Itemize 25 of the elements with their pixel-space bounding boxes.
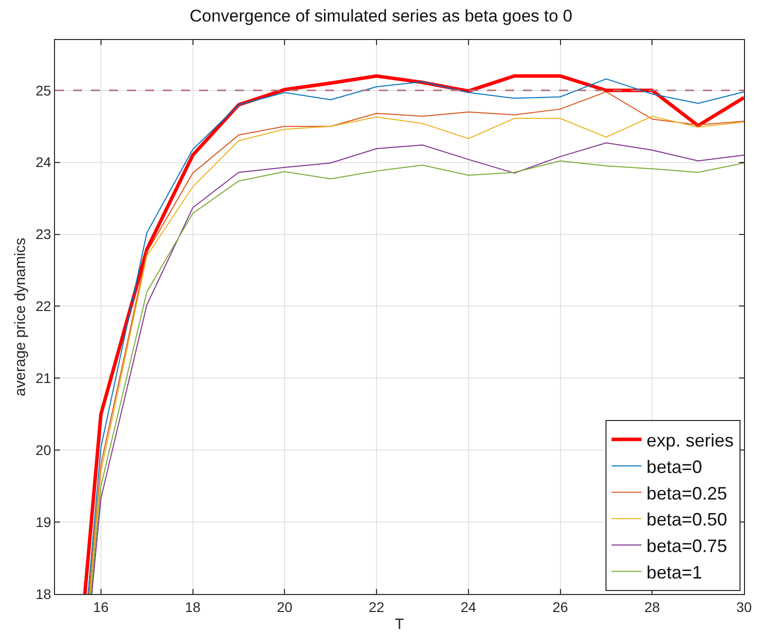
y-tick-label: 21 — [36, 370, 52, 386]
x-tick-label: 24 — [460, 598, 476, 615]
x-tick-label: 28 — [644, 598, 660, 615]
legend-label: beta=0 — [646, 456, 702, 477]
x-tick-label: 20 — [276, 598, 293, 615]
y-tick-label: 19 — [36, 514, 52, 530]
y-tick-label: 22 — [36, 298, 52, 314]
y-tick-label: 24 — [36, 154, 52, 170]
legend-label: beta=1 — [646, 562, 702, 582]
legend-label: exp. series — [646, 430, 734, 450]
x-tick-label: 16 — [93, 598, 109, 615]
legend-label: beta=0.75 — [646, 536, 728, 556]
y-axis-title: average price dynamics — [12, 238, 29, 396]
legend-label: beta=0.50 — [646, 510, 728, 530]
y-tick-label: 18 — [36, 586, 52, 602]
legend-label: beta=0.25 — [646, 483, 728, 504]
x-tick-label: 30 — [736, 598, 752, 615]
x-tick-label: 18 — [185, 598, 201, 615]
x-tick-label: 26 — [552, 598, 568, 615]
y-tick-label: 20 — [36, 442, 52, 458]
x-tick-label: 22 — [368, 598, 385, 615]
y-tick-label: 23 — [36, 226, 52, 242]
y-tick-label: 25 — [36, 82, 52, 98]
chart-title: Convergence of simulated series as beta goes to 0 — [190, 6, 572, 26]
x-axis-title: T — [394, 616, 404, 633]
